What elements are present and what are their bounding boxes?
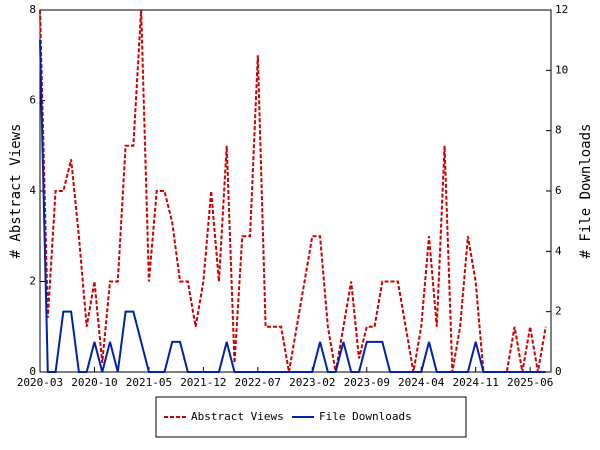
y2-tick-label: 10	[555, 63, 568, 76]
series-line	[39, 9, 547, 373]
series-line	[39, 40, 546, 373]
y2-axis-label: # File Downloads	[578, 124, 594, 259]
y-tick-label: 0	[29, 365, 36, 378]
y-tick-label: 8	[29, 3, 36, 16]
y2-tick-label: 6	[555, 184, 562, 197]
y2-tick-label: 4	[555, 244, 562, 257]
y2-tick-label: 0	[555, 365, 562, 378]
x-tick-label: 2022-07	[235, 376, 281, 389]
x-tick-label: 2021-05	[126, 376, 172, 389]
y-tick-label: 2	[29, 275, 36, 288]
x-tick-label: 2024-11	[453, 376, 499, 389]
x-tick-label: 2025-06	[507, 376, 553, 389]
y-axis-label: # Abstract Views	[8, 124, 24, 259]
y2-tick-label: 2	[555, 305, 562, 318]
x-tick-label: 2023-09	[344, 376, 390, 389]
x-tick-label: 2020-10	[71, 376, 117, 389]
x-tick-label: 2023-02	[289, 376, 335, 389]
y2-tick-label: 8	[555, 124, 562, 137]
x-tick-label: 2021-12	[180, 376, 226, 389]
x-tick-label: 2020-03	[17, 376, 63, 389]
y2-tick-label: 12	[555, 3, 568, 16]
legend-label: File Downloads	[319, 410, 412, 423]
legend-label: Abstract Views	[191, 410, 284, 423]
y-tick-label: 6	[29, 94, 36, 107]
x-tick-label: 2024-04	[398, 376, 445, 389]
y-tick-label: 4	[29, 184, 36, 197]
plot-frame	[39, 9, 552, 373]
